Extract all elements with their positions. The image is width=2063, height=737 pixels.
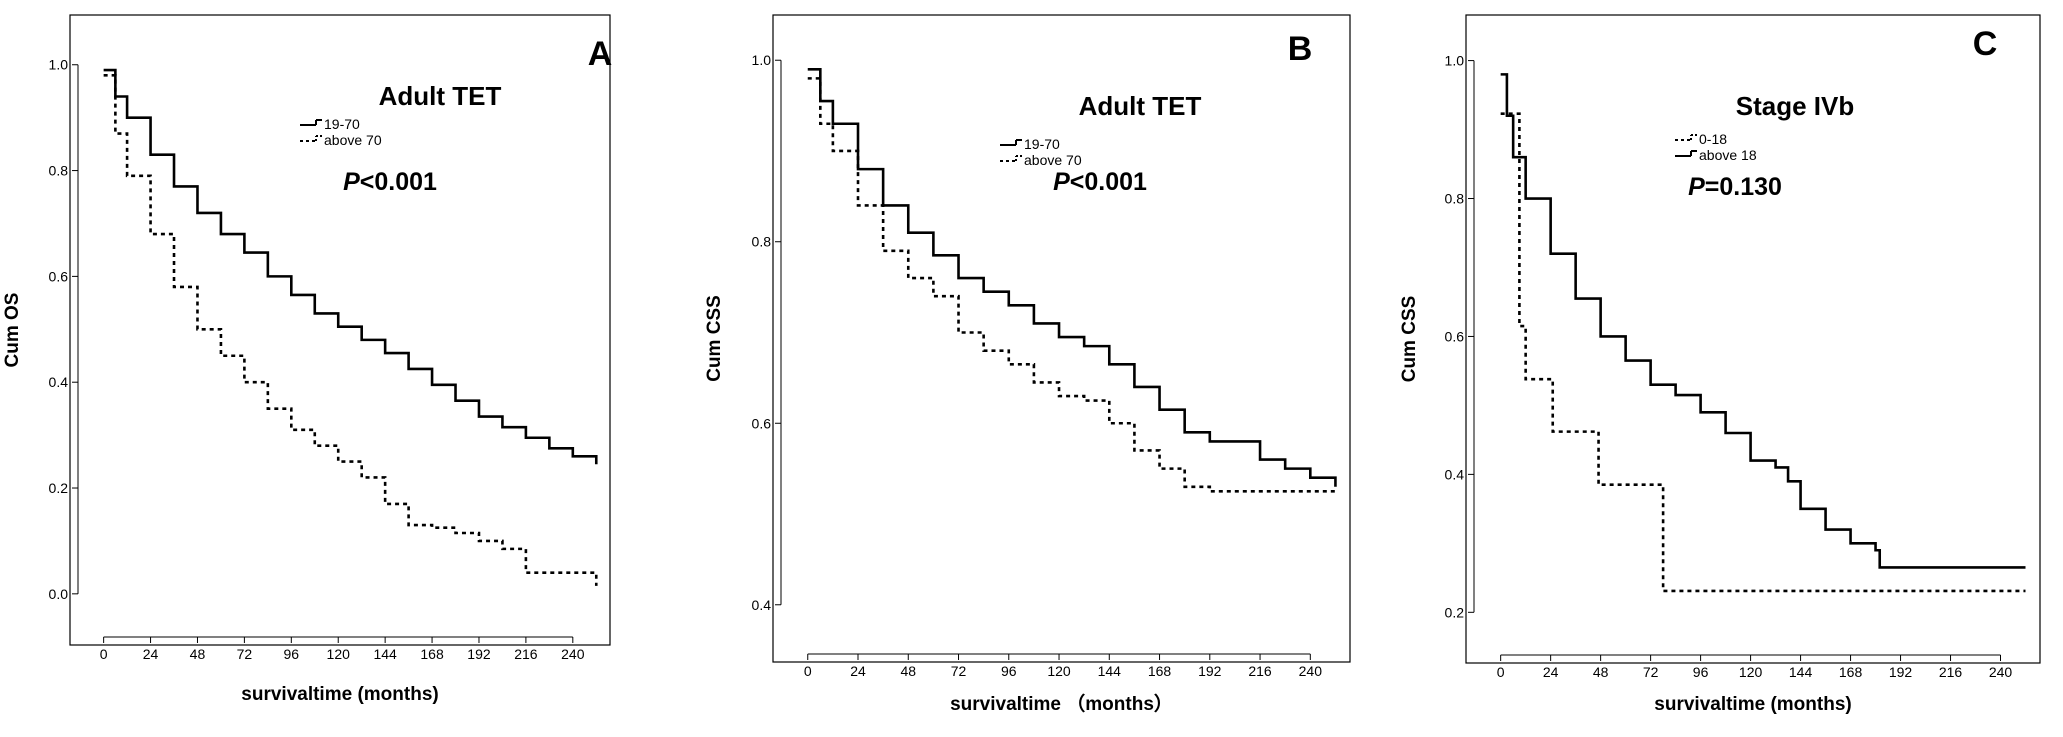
x-tick-label-b: 24 xyxy=(850,663,866,679)
km-panel-a: 0 24 48 72 96 120 144 168 192 216 240 0.0 0.2 0.4 0.6 0… xyxy=(0,0,680,737)
x-tick-label-b: 168 xyxy=(1148,663,1172,679)
y-tick-label-b: 0.8 xyxy=(752,234,772,250)
y-axis-title-c: Cum CSS xyxy=(1399,296,1420,383)
x-tick-label-c: 240 xyxy=(1989,664,2013,680)
x-tick-label-b: 144 xyxy=(1098,663,1122,679)
x-tick-label-a: 24 xyxy=(143,646,159,662)
x-tick-label-c: 48 xyxy=(1593,664,1609,680)
x-tick-label-a: 240 xyxy=(561,646,585,662)
km-curve-b-solid xyxy=(807,68,1337,487)
x-tick-label-a: 168 xyxy=(420,646,444,662)
y-tick-label-c: 0.6 xyxy=(1445,328,1465,344)
km-curve-c-solid xyxy=(1500,73,2026,569)
x-tick-label-c: 168 xyxy=(1839,664,1863,680)
y-tick-label-b: 0.4 xyxy=(752,597,772,613)
x-tick-label-c: 120 xyxy=(1739,664,1763,680)
x-tick-label-a: 0 xyxy=(100,646,108,662)
p-value-number-b: <0.001 xyxy=(1070,168,1147,196)
y-tick-label-a: 0.8 xyxy=(49,163,69,179)
x-tick-label-b: 0 xyxy=(804,663,812,679)
x-tick-label-c: 0 xyxy=(1497,664,1505,680)
y-tick-label-c: 1.0 xyxy=(1445,53,1465,69)
y-axis-title-b: Cum CSS xyxy=(704,295,725,382)
km-chart-a: 0 24 48 72 96 120 144 168 192 216 240 0.0 0.2 0.4 0.6 0… xyxy=(2,14,613,705)
p-value-symbol-b: P xyxy=(1053,168,1070,196)
y-tick-label-b: 1.0 xyxy=(752,52,772,68)
p-value-number-a: <0.001 xyxy=(360,168,437,196)
x-axis-title-c: survivaltime (months) xyxy=(1654,694,1851,715)
x-tick-label-c: 144 xyxy=(1789,664,1813,680)
legend-label-b: 19-70 xyxy=(1024,136,1060,152)
km-curve-b-dashed xyxy=(807,77,1336,493)
x-tick-label-c: 24 xyxy=(1543,664,1559,680)
legend-label-a: above 70 xyxy=(324,132,382,148)
x-tick-label-c: 72 xyxy=(1643,664,1659,680)
cohort-label-c: Stage IVb xyxy=(1736,91,1854,121)
x-tick-label-b: 120 xyxy=(1047,663,1071,679)
panel-letter-a: A xyxy=(588,35,613,73)
km-panel-c: 0 24 48 72 96 120 144 168 192 216 240 0.2 0.4 0.6 0.8 1… xyxy=(1385,0,2063,737)
x-tick-label-a: 96 xyxy=(284,646,300,662)
km-chart-c: 0 24 48 72 96 120 144 168 192 216 240 0.2 0.4 0.6 0.8 1… xyxy=(1399,14,2041,715)
y-tick-label-a: 0.6 xyxy=(49,268,69,284)
x-tick-label-a: 216 xyxy=(514,646,538,662)
x-tick-label-a: 48 xyxy=(190,646,206,662)
y-tick-label-a: 0.4 xyxy=(49,374,69,390)
x-tick-label-b: 216 xyxy=(1248,663,1272,679)
p-value-b: P<0.001 xyxy=(1053,168,1147,196)
plot-frame-a xyxy=(69,14,611,646)
y-tick-label-c: 0.4 xyxy=(1445,466,1465,482)
y-tick-label-c: 0.2 xyxy=(1445,604,1465,620)
p-value-c: P=0.130 xyxy=(1688,173,1782,201)
p-value-symbol-c: P xyxy=(1688,173,1705,201)
x-axis-title-b: survivaltime （months） xyxy=(950,692,1173,715)
legend-label-c: 0-18 xyxy=(1699,131,1727,147)
cohort-label-a: Adult TET xyxy=(379,81,502,111)
panel-letter-b: B xyxy=(1288,30,1313,68)
x-axis-title-a: survivaltime (months) xyxy=(241,684,438,705)
legend-label-a: 19-70 xyxy=(324,116,360,132)
y-tick-label-a: 0.2 xyxy=(49,480,69,496)
y-tick-label-c: 0.8 xyxy=(1445,191,1465,207)
plot-frame-c xyxy=(1465,14,2041,664)
cohort-label-b: Adult TET xyxy=(1079,91,1202,121)
km-curve-c-dashed xyxy=(1500,112,2026,593)
y-tick-label-b: 0.6 xyxy=(752,415,772,431)
x-tick-label-b: 96 xyxy=(1001,663,1017,679)
km-panel-b: 0 24 48 72 96 120 144 168 192 216 240 0.4 0.6 0.8 1.0 s… xyxy=(690,0,1370,737)
y-axis-title-a: Cum OS xyxy=(2,293,23,368)
y-tick-label-a: 1.0 xyxy=(49,57,69,73)
x-tick-label-c: 96 xyxy=(1693,664,1709,680)
p-value-symbol-a: P xyxy=(343,168,360,196)
x-tick-label-b: 72 xyxy=(951,663,967,679)
y-tick-label-a: 0.0 xyxy=(49,586,69,602)
x-tick-label-a: 192 xyxy=(467,646,491,662)
p-value-number-c: =0.130 xyxy=(1705,173,1782,201)
legend-label-c: above 18 xyxy=(1699,147,1757,163)
x-tick-label-a: 120 xyxy=(327,646,351,662)
plot-frame-b xyxy=(772,14,1351,663)
p-value-a: P<0.001 xyxy=(343,168,437,196)
legend-label-b: above 70 xyxy=(1024,152,1082,168)
km-chart-b: 0 24 48 72 96 120 144 168 192 216 240 0.4 0.6 0.8 1.0 s… xyxy=(704,14,1351,715)
x-tick-label-a: 144 xyxy=(373,646,397,662)
panel-letter-c: C xyxy=(1973,25,1998,63)
x-tick-label-b: 192 xyxy=(1198,663,1222,679)
x-tick-label-b: 240 xyxy=(1299,663,1323,679)
km-curve-a-solid xyxy=(103,68,598,465)
x-tick-label-c: 192 xyxy=(1889,664,1913,680)
x-tick-label-b: 48 xyxy=(900,663,916,679)
x-tick-label-a: 72 xyxy=(237,646,253,662)
x-tick-label-c: 216 xyxy=(1939,664,1963,680)
km-curve-a-dashed xyxy=(103,74,598,586)
